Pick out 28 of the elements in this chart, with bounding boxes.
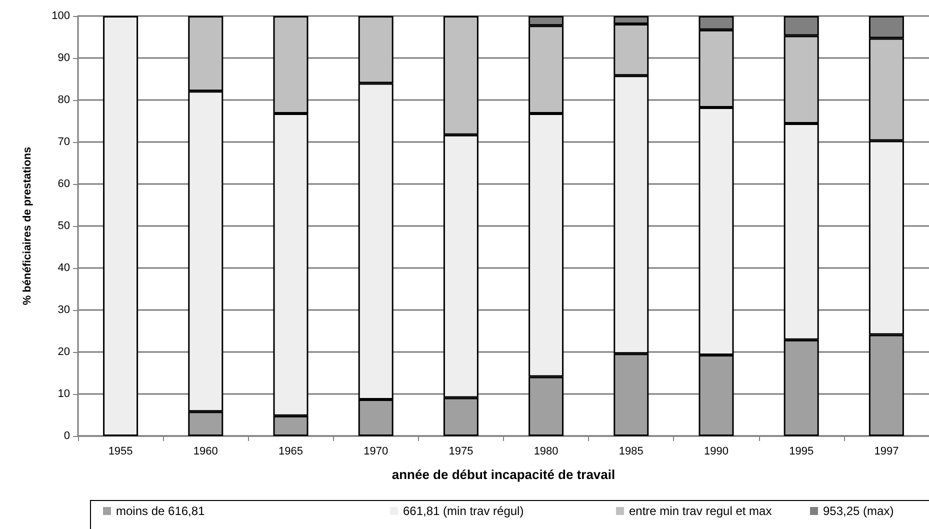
y-tick-label: 100 (52, 10, 70, 22)
y-axis-title: % bénéficiaires de prestations (22, 146, 34, 306)
y-tick-label: 50 (58, 220, 70, 232)
x-tick-label: 1970 (364, 446, 388, 458)
y-tick-label: 90 (58, 52, 70, 64)
y-tick-label: 70 (58, 136, 70, 148)
y-tick-label: 80 (58, 94, 70, 106)
legend-label: entre min trav regul et max (629, 504, 772, 518)
x-tick-label: 1960 (193, 446, 218, 458)
x-axis-title: année de début incapacité de travail (392, 467, 616, 482)
y-tick-label: 40 (58, 262, 70, 274)
x-tick-label: 1980 (534, 446, 558, 458)
y-tick-label: 0 (64, 430, 70, 442)
y-tick-label: 30 (58, 304, 70, 316)
x-tick-label: 1990 (704, 446, 728, 458)
y-tick-label: 10 (58, 388, 70, 400)
y-tick-label: 60 (58, 178, 70, 190)
x-tick-label: 1975 (448, 446, 474, 458)
x-tick-label: 1995 (789, 446, 814, 458)
y-tick-label: 20 (58, 346, 70, 358)
x-tick-label: 1985 (618, 446, 644, 458)
x-tick-label: 1997 (874, 446, 899, 458)
legend-label: 661,81 (min trav régul) (403, 504, 524, 518)
x-tick-label: 1965 (278, 446, 303, 458)
bar (103, 16, 138, 436)
x-tick-label: 1955 (108, 446, 133, 458)
legend-label: moins de 616,81 (116, 504, 206, 518)
legend-label: 953,25 (max) (823, 504, 894, 518)
